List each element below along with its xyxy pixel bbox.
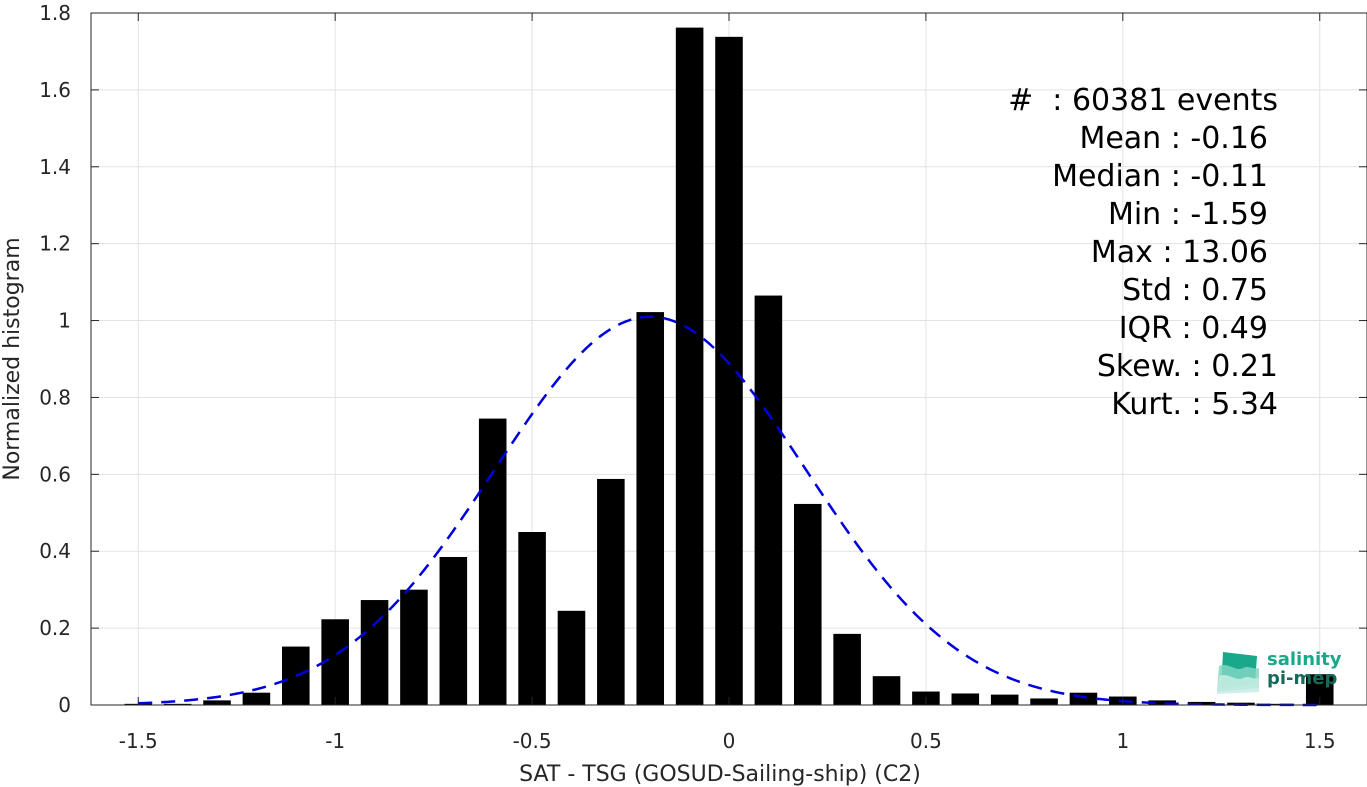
histogram-bar [518, 532, 546, 705]
y-tick-label: 0.6 [39, 462, 71, 486]
histogram-bar [951, 693, 980, 705]
y-tick-label: 1.4 [39, 155, 71, 179]
histogram-bar [163, 703, 192, 705]
stat-kurt: Kurt. : 5.34 [1111, 387, 1278, 422]
y-tick-label: 0.2 [39, 616, 71, 640]
logo-text-salinity: salinity [1267, 649, 1342, 670]
histogram-bar [1148, 700, 1176, 705]
y-tick-label: 0.4 [39, 539, 71, 563]
histogram-bar [1030, 698, 1058, 705]
x-tick-label: 1 [1116, 729, 1129, 753]
histogram-bar [597, 478, 625, 705]
bars [124, 27, 1334, 706]
histogram-bar [203, 700, 231, 705]
x-tick-label: -1.5 [119, 729, 158, 753]
x-tick-label: 0.5 [910, 729, 942, 753]
y-axis-title: Normalized histogram [0, 237, 25, 480]
stat-median: Median : -0.11 [1052, 159, 1268, 194]
histogram-bar [833, 633, 861, 705]
histogram-bar [439, 556, 468, 705]
stat-skew: Skew. : 0.21 [1096, 349, 1278, 384]
stat-iqr: IQR : 0.49 [1118, 311, 1268, 346]
histogram-bar [282, 646, 310, 705]
x-axis-title: SAT - TSG (GOSUD-Sailing-ship) (C2) [519, 762, 921, 787]
salinity-pimep-logo: salinity pi-mep [1217, 648, 1347, 694]
stat-std: Std : 0.75 [1122, 273, 1268, 308]
x-tick-label: 1.5 [1304, 729, 1336, 753]
y-tick-label: 0.8 [39, 385, 71, 409]
x-tick-label: -0.5 [513, 729, 552, 753]
histogram-bar [872, 676, 901, 705]
histogram-bar [715, 36, 743, 705]
histogram-bar [242, 692, 271, 705]
histogram-bar [478, 418, 507, 705]
y-axis-ticks: 0 0.2 0.4 0.6 0.8 1 1.2 1.4 1.6 1.8 [39, 1, 1367, 717]
y-tick-label: 1 [58, 309, 71, 333]
stat-mean: Mean : -0.16 [1079, 121, 1268, 156]
stat-min: Min : -1.59 [1107, 197, 1268, 232]
y-tick-label: 1.8 [39, 1, 71, 25]
histogram-bar [793, 503, 822, 705]
histogram-bar [754, 295, 783, 705]
logo-text-pimep: pi-mep [1267, 668, 1338, 689]
y-tick-label: 0 [58, 693, 71, 717]
x-tick-label: -1 [325, 729, 345, 753]
logo-icon [1217, 652, 1259, 694]
histogram-bar [360, 600, 389, 705]
x-tick-label: 0 [723, 729, 736, 753]
stat-max: Max : 13.06 [1090, 235, 1268, 270]
histogram-bar [400, 589, 428, 705]
stat-events: # : 60381 events [1008, 83, 1278, 118]
histogram-bar [557, 610, 586, 705]
y-tick-label: 1.6 [39, 78, 71, 102]
histogram-bar [990, 694, 1019, 705]
y-tick-label: 1.2 [39, 232, 71, 256]
histogram-bar [636, 312, 665, 705]
x-axis-ticks: -1.5 -1 -0.5 0 0.5 1 1.5 [119, 13, 1336, 753]
histogram-bar [675, 27, 704, 706]
